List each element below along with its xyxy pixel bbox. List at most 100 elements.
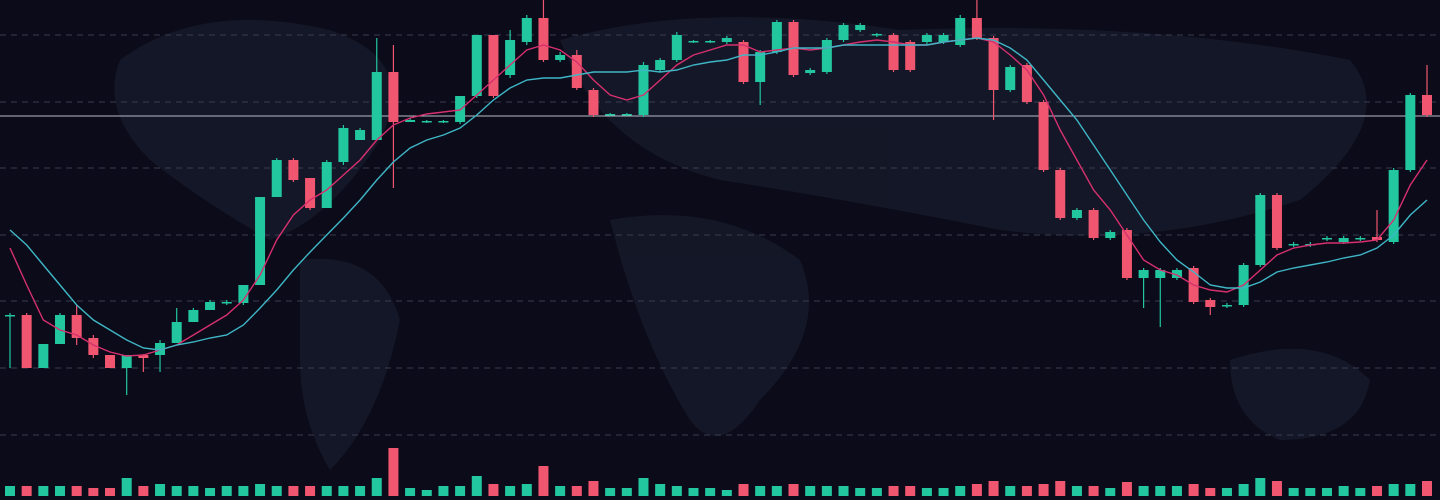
candle-body	[1155, 270, 1166, 278]
volume-bar	[671, 486, 682, 496]
volume-bar	[1238, 484, 1249, 496]
candle-body	[821, 40, 832, 72]
candle-body	[488, 35, 499, 96]
volume-bar	[538, 466, 549, 496]
volume-bar	[821, 486, 832, 496]
candle-body	[1271, 195, 1282, 248]
candle-body	[538, 18, 549, 60]
volume-bar	[355, 486, 366, 496]
volume-bar	[771, 486, 782, 496]
volume-bar	[1205, 488, 1216, 496]
volume-bar	[455, 486, 466, 496]
candle-body	[321, 162, 332, 208]
volume-bar	[205, 488, 216, 496]
volume-bar	[271, 486, 282, 496]
candle-body	[955, 18, 966, 45]
volume-bar	[605, 488, 616, 496]
candle-body	[888, 35, 899, 70]
candle-body	[1355, 238, 1366, 240]
volume-bar	[371, 478, 382, 496]
candle-body	[971, 18, 982, 38]
volume-bar	[955, 486, 966, 496]
candle-body	[205, 302, 216, 310]
volume-bar	[638, 478, 649, 496]
volume-bar	[305, 486, 316, 496]
candle-body	[905, 42, 916, 70]
volume-bar	[1255, 478, 1266, 496]
candle-body	[355, 130, 366, 140]
candle-body	[271, 160, 282, 197]
candle-body	[1055, 170, 1066, 218]
volume-bar	[438, 486, 449, 496]
volume-bar	[755, 486, 766, 496]
candle-body	[338, 128, 349, 162]
volume-bar	[488, 484, 499, 496]
volume-bar	[855, 488, 866, 496]
candle-body	[255, 197, 266, 285]
volume-bar	[1355, 488, 1366, 496]
candle-body	[421, 121, 432, 123]
candle-body	[21, 315, 32, 368]
candle-body	[755, 52, 766, 82]
volume-bar	[421, 490, 432, 496]
map-shape	[610, 215, 809, 436]
volume-bar	[588, 481, 599, 496]
candle-body	[1138, 270, 1149, 278]
volume-bar	[905, 486, 916, 496]
candle-body	[1205, 300, 1216, 307]
volume-bar	[1221, 488, 1232, 496]
candle-body	[588, 90, 599, 115]
volume-bar	[255, 484, 266, 496]
candle-body	[738, 42, 749, 82]
candle-body	[305, 178, 316, 208]
volume-bar	[388, 448, 399, 496]
volume-bar	[121, 478, 132, 496]
volume-bar	[1405, 484, 1416, 496]
candle-body	[121, 355, 132, 368]
volume-bar	[188, 486, 199, 496]
candle-body	[1388, 170, 1399, 242]
volume-bar	[1371, 486, 1382, 496]
volume-bar	[1038, 484, 1049, 496]
volume-bar	[738, 484, 749, 496]
volume-bar	[1388, 484, 1399, 496]
candle-body	[1038, 102, 1049, 170]
volume-bar	[1138, 486, 1149, 496]
volume-bar	[988, 481, 999, 496]
candle-body	[1288, 244, 1299, 246]
volume-bar	[621, 488, 632, 496]
candle-body	[705, 41, 716, 43]
candle-body	[921, 35, 932, 42]
volume-bar	[171, 486, 182, 496]
candle-body	[38, 344, 49, 368]
volume-bar	[521, 484, 532, 496]
candle-body	[1005, 67, 1016, 90]
candle-body	[671, 35, 682, 60]
volume-bar	[155, 484, 166, 496]
volume-bar	[238, 486, 249, 496]
volume-bar	[1288, 488, 1299, 496]
map-shape	[1230, 348, 1370, 440]
candle-body	[388, 72, 399, 122]
candle-body	[71, 315, 82, 338]
volume-bar	[505, 486, 516, 496]
candle-body	[871, 34, 882, 36]
volume-bar	[138, 486, 149, 496]
volume-bar	[1005, 486, 1016, 496]
volume-bar	[838, 486, 849, 496]
candle-body	[638, 65, 649, 115]
volume-bar	[1121, 482, 1132, 496]
candle-body	[1422, 95, 1432, 115]
candle-body	[1405, 95, 1416, 170]
candle-body	[1088, 210, 1099, 238]
volume-bar	[788, 484, 799, 496]
candle-body	[621, 114, 632, 116]
volume-bar	[1321, 488, 1332, 496]
candle-body	[288, 160, 299, 180]
volume-bar	[1188, 484, 1199, 496]
candle-body	[688, 41, 699, 43]
volume-bar	[471, 476, 482, 496]
volume-bar	[805, 486, 816, 496]
candle-body	[238, 285, 249, 303]
